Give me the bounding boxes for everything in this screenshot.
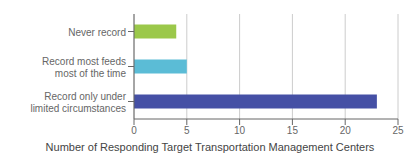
svg-text:Record only underlimited circu: Record only underlimited circumstances [30, 90, 126, 113]
svg-text:15: 15 [287, 125, 299, 136]
svg-text:10: 10 [234, 125, 246, 136]
svg-text:0: 0 [131, 125, 137, 136]
svg-text:20: 20 [340, 125, 352, 136]
html-text:Number of Responding Target Tr: Number of Responding Target Transportati… [45, 141, 375, 153]
svg-text:Never record: Never record [68, 26, 126, 37]
svg-text:Record most feedsmost of the t: Record most feedsmost of the time [42, 55, 126, 78]
svg-text:5: 5 [184, 125, 190, 136]
svg-text:25: 25 [392, 125, 404, 136]
